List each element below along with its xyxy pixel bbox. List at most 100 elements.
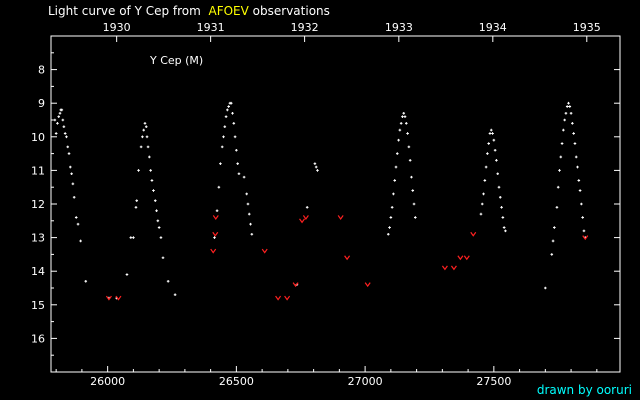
limit-point: [463, 255, 470, 261]
observation-points: [53, 101, 587, 300]
data-point: [72, 195, 76, 199]
data-point: [492, 138, 496, 142]
title-prefix: Light curve of Y Cep from: [48, 4, 201, 18]
limit-point: [210, 248, 217, 254]
y-tick-label: 16: [31, 332, 45, 345]
data-point: [398, 128, 402, 132]
chart-title: Light curve of Y Cep from AFOEV observat…: [48, 4, 330, 18]
data-point: [137, 169, 140, 172]
data-point: [129, 236, 133, 239]
data-point: [57, 115, 61, 118]
data-point: [408, 159, 412, 162]
data-point: [578, 189, 582, 192]
data-point: [555, 206, 559, 209]
data-point: [145, 135, 149, 139]
y-tick-label: 11: [31, 164, 45, 177]
limit-point: [337, 215, 344, 220]
limit-point: [212, 215, 219, 220]
year-tick-label: 1930: [103, 21, 131, 34]
fainter-than-limits: [105, 215, 589, 301]
data-point: [572, 132, 575, 135]
data-point: [501, 216, 505, 219]
data-point: [220, 145, 224, 149]
limit-point: [470, 231, 477, 237]
data-point: [142, 128, 145, 132]
data-point: [395, 152, 399, 155]
data-point: [393, 179, 397, 182]
data-point: [412, 202, 416, 206]
data-point: [553, 226, 556, 229]
data-point: [480, 202, 484, 206]
data-point: [245, 192, 248, 196]
data-point: [394, 165, 398, 169]
data-point: [488, 132, 492, 135]
data-point: [69, 165, 72, 169]
data-point: [544, 286, 547, 290]
data-point: [70, 172, 73, 176]
data-point: [573, 142, 577, 145]
data-point: [242, 175, 246, 179]
y-tick-label: 12: [31, 198, 45, 211]
plot-frame: [50, 35, 621, 373]
data-point: [66, 145, 70, 149]
data-point: [157, 226, 161, 229]
data-point: [250, 232, 254, 236]
limit-point: [582, 235, 589, 241]
data-point: [135, 199, 139, 202]
data-point: [159, 236, 163, 239]
data-point: [550, 253, 554, 256]
data-point: [581, 216, 584, 219]
title-suffix: observations: [252, 4, 330, 18]
limit-point: [275, 295, 282, 301]
data-point: [217, 185, 221, 189]
data-point: [560, 142, 564, 145]
data-point: [144, 125, 148, 129]
year-tick-label: 1932: [291, 21, 319, 34]
data-point: [484, 165, 488, 169]
year-tick-label: 1935: [573, 21, 601, 34]
data-point: [79, 239, 82, 243]
data-point: [568, 105, 572, 108]
data-point: [558, 169, 561, 172]
data-point: [580, 202, 583, 206]
data-point: [132, 236, 135, 239]
data-point: [497, 185, 501, 189]
y-axis-ticks: 8 9 10 11 12 13 14 15 16: [31, 52, 620, 356]
data-point: [62, 125, 66, 129]
data-point: [496, 172, 500, 176]
limit-point: [364, 282, 371, 288]
data-point: [227, 105, 230, 108]
y-tick-label: 9: [38, 97, 45, 110]
data-point: [559, 155, 563, 159]
data-point: [402, 111, 406, 115]
year-tick-label: 1931: [197, 21, 225, 34]
data-point: [223, 125, 227, 129]
data-point: [567, 101, 570, 105]
data-point: [577, 179, 581, 182]
data-point: [61, 118, 65, 122]
data-point: [58, 111, 62, 115]
title-source: AFOEV: [208, 4, 249, 18]
data-point: [65, 135, 68, 139]
data-point: [314, 165, 318, 169]
data-point: [232, 122, 236, 125]
y-tick-label: 8: [38, 64, 45, 77]
data-point: [161, 256, 165, 260]
data-point: [54, 132, 58, 135]
limit-point: [441, 265, 448, 271]
data-point: [173, 293, 177, 297]
data-point: [574, 155, 578, 159]
data-point: [487, 142, 490, 145]
data-point: [399, 122, 403, 125]
data-point: [556, 185, 560, 189]
data-point: [388, 226, 391, 229]
x-tick-label: 27000: [348, 375, 383, 388]
data-point: [502, 226, 506, 229]
data-point: [397, 138, 400, 142]
year-tick-label: 1933: [385, 21, 413, 34]
data-point: [141, 135, 144, 139]
data-point: [125, 273, 129, 276]
x-axis-ticks: 26000 26500 27000 27500: [55, 366, 598, 388]
limit-point: [450, 265, 457, 271]
